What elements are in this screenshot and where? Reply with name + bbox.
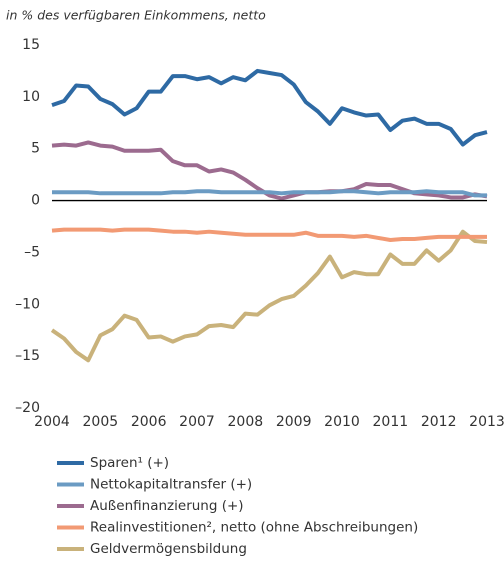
legend-label: Nettokapitaltransfer (+) xyxy=(90,477,252,493)
series-line xyxy=(51,227,487,242)
x-tick-label: 2011 xyxy=(373,414,409,430)
y-tick-label: 5 xyxy=(31,141,40,157)
y-tick-label: –20 xyxy=(15,400,40,416)
x-tick-label: 2006 xyxy=(131,414,167,430)
x-tick-label: 2004 xyxy=(34,414,70,430)
y-tick-label: –5 xyxy=(24,244,40,260)
series-line xyxy=(51,68,488,147)
x-tick-label: 2007 xyxy=(179,414,215,430)
x-tick-label: 2008 xyxy=(228,414,264,430)
x-tick-label: 2013 xyxy=(469,414,504,430)
y-tick-label: 15 xyxy=(22,37,40,53)
legend-label: Geldvermögensbildung xyxy=(90,541,247,557)
y-tick-label: 0 xyxy=(31,193,40,209)
x-tick-label: 2005 xyxy=(83,414,119,430)
series-line xyxy=(52,189,487,198)
legend-label: Außenfinanzierung (+) xyxy=(90,498,244,514)
y-tick-label: –15 xyxy=(15,348,40,364)
y-tick-label: –10 xyxy=(15,296,40,312)
series-line xyxy=(50,229,488,363)
x-tick-label: 2009 xyxy=(276,414,312,430)
y-tick-label: 10 xyxy=(22,89,40,105)
legend-label: Realinvestitionen², netto (ohne Abschrei… xyxy=(90,520,418,536)
x-tick-label: 2012 xyxy=(421,414,457,430)
legend-label: Sparen¹ (+) xyxy=(90,455,169,471)
chart-title: in % des verfügbaren Einkommens, netto xyxy=(6,8,266,23)
x-tick-label: 2010 xyxy=(324,414,360,430)
